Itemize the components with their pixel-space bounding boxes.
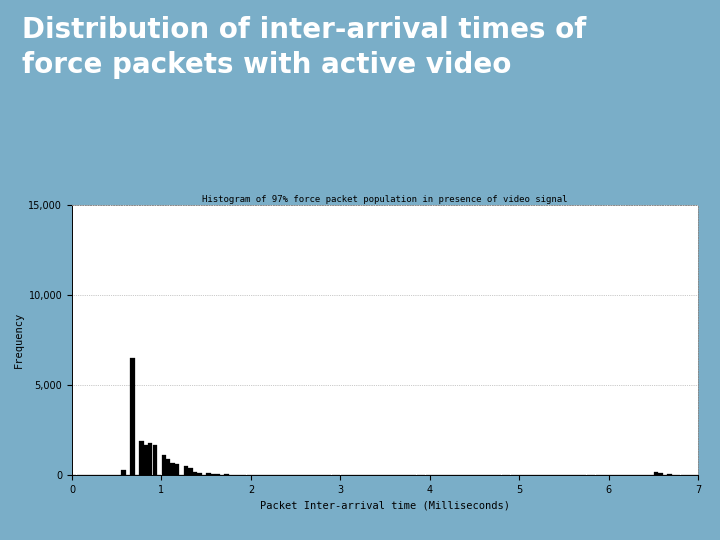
Bar: [667, 474, 672, 475]
Bar: [139, 441, 143, 475]
Bar: [175, 464, 179, 475]
X-axis label: Packet Inter-arrival time (Milliseconds): Packet Inter-arrival time (Milliseconds): [260, 501, 510, 510]
Title: Histogram of 97% force packet population in presence of video signal: Histogram of 97% force packet population…: [202, 195, 568, 205]
Bar: [148, 443, 153, 475]
Bar: [121, 470, 126, 475]
Bar: [197, 472, 202, 475]
Bar: [171, 463, 175, 475]
Bar: [206, 474, 211, 475]
Bar: [130, 358, 135, 475]
Bar: [161, 455, 166, 475]
Bar: [654, 471, 658, 475]
Bar: [166, 459, 171, 475]
Bar: [189, 468, 193, 475]
Bar: [153, 444, 157, 475]
Bar: [193, 471, 197, 475]
Bar: [184, 466, 189, 475]
Text: Distribution of inter-arrival times of
force packets with active video: Distribution of inter-arrival times of f…: [22, 16, 586, 79]
Y-axis label: Frequency: Frequency: [14, 312, 24, 368]
Bar: [211, 474, 215, 475]
Bar: [658, 474, 662, 475]
Bar: [215, 474, 220, 475]
Bar: [143, 444, 148, 475]
